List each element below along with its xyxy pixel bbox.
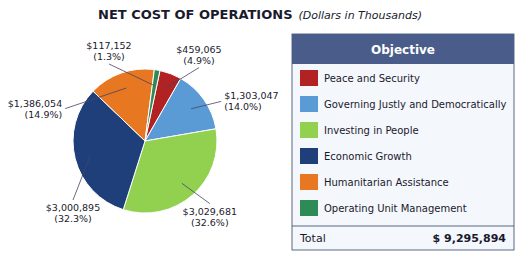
- pie-slice: [145, 70, 160, 141]
- pie-slice: [93, 69, 154, 141]
- pie: [73, 69, 217, 213]
- data-label-line: (4.9%): [183, 55, 215, 66]
- legend-title: Objective: [371, 43, 435, 57]
- data-label-line: (14.0%): [224, 101, 262, 112]
- total-label: Total: [299, 232, 326, 245]
- data-label-line: (32.6%): [191, 217, 229, 228]
- data-label-line: $117,152: [86, 40, 131, 51]
- subtitle: (Dollars in Thousands): [299, 9, 422, 22]
- title: NET COST OF OPERATIONS (Dollars in Thousa…: [98, 7, 422, 22]
- legend-label: Peace and Security: [324, 73, 420, 84]
- data-label: $3,029,681(32.6%): [183, 206, 237, 228]
- legend-swatch: [300, 96, 318, 112]
- legend-swatch: [300, 148, 318, 164]
- data-label-line: (14.9%): [25, 109, 63, 120]
- data-label-line: (1.3%): [93, 51, 125, 62]
- leader-line: [165, 68, 199, 89]
- legend-label: Investing in People: [324, 125, 419, 136]
- legend-swatch: [300, 70, 318, 86]
- leader-line: [191, 101, 221, 108]
- data-label: $117,152(1.3%): [86, 40, 131, 62]
- legend-label: Operating Unit Management: [324, 203, 467, 214]
- legend-label: Governing Justly and Democratically: [324, 99, 506, 110]
- legend-label: Economic Growth: [324, 151, 412, 162]
- data-label: $1,303,047(14.0%): [224, 90, 278, 112]
- legend: Objective Peace and Security Governing Jus…: [292, 34, 514, 250]
- title-main: NET COST OF OPERATIONS: [98, 7, 292, 22]
- data-label-line: $1,386,054: [8, 98, 62, 109]
- data-label-line: $3,029,681: [183, 206, 237, 217]
- leader-line: [182, 183, 210, 203]
- legend-swatch: [300, 122, 318, 138]
- data-label: $459,065(4.9%): [176, 44, 221, 66]
- data-label: $3,000,895(32.3%): [46, 202, 100, 224]
- legend-divider: [292, 226, 514, 227]
- legend-header: [292, 34, 514, 64]
- leader-line: [73, 155, 91, 200]
- data-labels: $459,065(4.9%) $1,303,047(14.0%) $3,029,68…: [8, 40, 279, 228]
- total-value: $ 9,295,894: [433, 232, 507, 245]
- data-label-line: $459,065: [176, 44, 221, 55]
- legend-swatch: [300, 174, 318, 190]
- legend-label: Humanitarian Assistance: [324, 177, 449, 188]
- data-label-line: $1,303,047: [224, 90, 278, 101]
- leader-line: [109, 64, 154, 86]
- legend-swatch: [300, 200, 318, 216]
- legend-box: [292, 34, 514, 250]
- chart: NET COST OF OPERATIONS (Dollars in Thousa…: [0, 0, 520, 256]
- data-label-line: (32.3%): [54, 213, 92, 224]
- leader-line: [65, 88, 126, 109]
- data-label: $1,386,054(14.9%): [8, 98, 62, 120]
- data-label-line: $3,000,895: [46, 202, 100, 213]
